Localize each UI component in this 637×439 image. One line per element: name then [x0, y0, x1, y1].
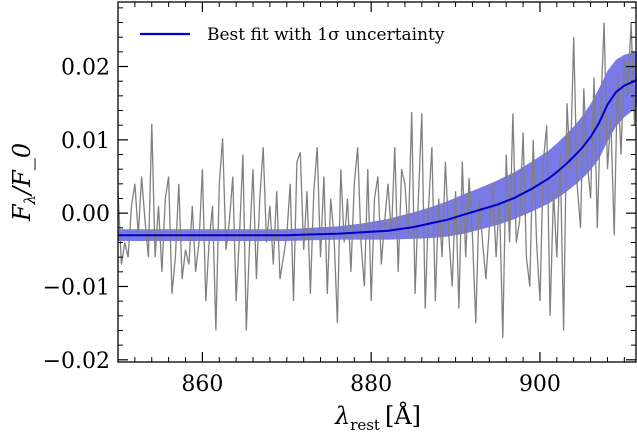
y-tick-label: −0.02 — [43, 349, 110, 374]
x-axis-label: λrest [Å] — [334, 401, 421, 434]
legend-label: Best fit with 1σ uncertainty — [207, 25, 445, 45]
x-tick-label: 900 — [519, 372, 561, 397]
y-tick-label: −0.01 — [43, 275, 110, 300]
best-fit-layer — [118, 78, 637, 237]
tick-labels: 860 880 900 −0.02 −0.01 0.00 0.01 0.02 — [43, 56, 561, 397]
uncertainty-band-layer — [118, 51, 637, 242]
observed-spectrum-line — [118, 22, 637, 338]
y-tick-label: 0.00 — [61, 202, 110, 227]
x-tick-label: 860 — [181, 372, 223, 397]
best-fit-line — [118, 78, 637, 237]
x-tick-label: 880 — [350, 372, 392, 397]
observed-spectrum-layer — [118, 22, 637, 338]
axis-ticks — [118, 2, 636, 362]
legend: Best fit with 1σ uncertainty — [140, 25, 445, 45]
y-axis-label: Fλ/F_0 — [8, 143, 39, 222]
plot-frame — [117, 1, 637, 363]
y-tick-label: 0.01 — [61, 129, 110, 154]
uncertainty-band — [118, 51, 637, 242]
y-tick-label: 0.02 — [61, 56, 110, 81]
